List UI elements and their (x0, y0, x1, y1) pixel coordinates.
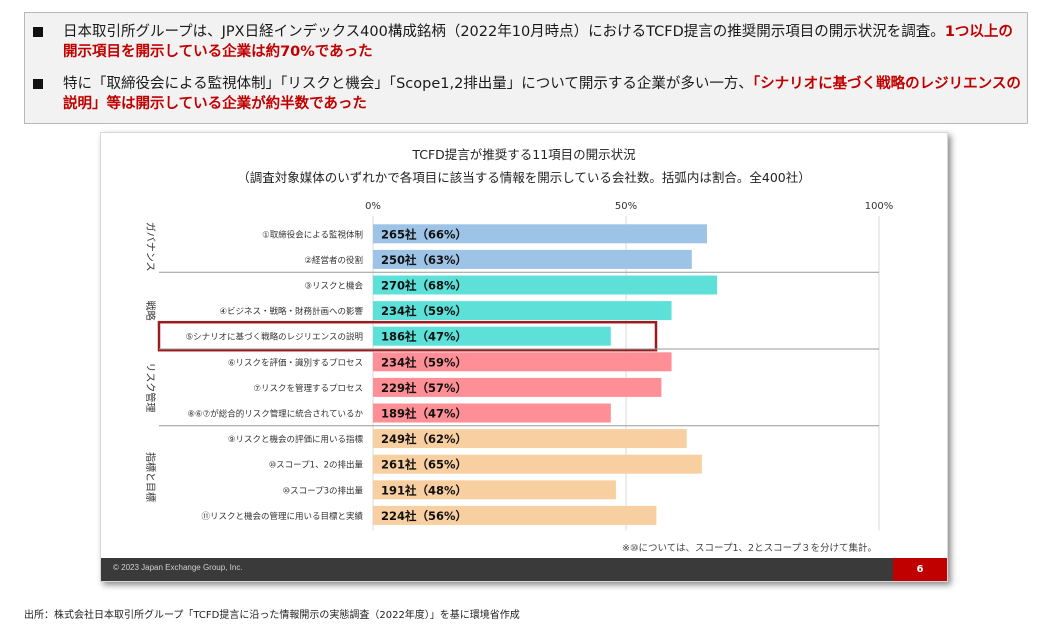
group-label: 戦略 (144, 301, 157, 321)
data-label: 189社（47%） (381, 407, 467, 421)
data-label: 191社（48%） (381, 483, 467, 497)
bar (373, 454, 702, 474)
bar (373, 301, 672, 321)
summary-bullet-2-plain: 特に「取締役会による監視体制」「リスクと機会」「Scope1,2排出量」について… (63, 76, 753, 92)
summary-bullet-1-highlight: 1つ以上の開示項目を開示している企業は約70%であった (63, 24, 1013, 60)
summary-bullet-1-plain: 日本取引所グループは、JPX日経インデックス400構成銘柄（2022年10月時点… (63, 24, 945, 40)
category-label: ①取締役会による監視体制 (262, 229, 363, 240)
source-note: 出所：株式会社日本取引所グループ「TCFD提言に沿った情報開示の実態調査（202… (24, 610, 520, 621)
slide-footer: © 2023 Japan Exchange Group, Inc. 6 (101, 558, 947, 581)
data-label: 270社（68%） (381, 279, 467, 293)
data-label: 249社（62%） (381, 432, 467, 446)
category-label: ⑨リスクと機会の評価に用いる指標 (228, 434, 364, 445)
summary-bullet-1-text: 日本取引所グループは、JPX日経インデックス400構成銘柄（2022年10月時点… (63, 22, 1023, 62)
disclosure-bar-chart: TCFD提言が推奨する11項目の開示状況 （調査対象媒体のいずれかで各項目に該当す… (144, 147, 894, 554)
chart-subtitle: （調査対象媒体のいずれかで各項目に該当する情報を開示している会社数。括弧内は割合… (237, 170, 811, 185)
category-label: ⑩スコープ3の排出量 (282, 485, 363, 496)
summary-box: 日本取引所グループは、JPX日経インデックス400構成銘柄（2022年10月時点… (24, 12, 1028, 124)
square-bullet-icon (33, 27, 43, 37)
data-label: 265社（66%） (381, 227, 467, 241)
data-label: 229社（57%） (381, 381, 467, 395)
summary-bullet-2-text: 特に「取締役会による監視体制」「リスクと機会」「Scope1,2排出量」について… (63, 74, 1023, 114)
category-label: ⑩スコープ1、2の排出量 (269, 460, 364, 471)
data-label: 261社（65%） (381, 458, 467, 472)
summary-bullet-2-highlight: 「シナリオに基づく戦略のレジリエンスの説明」等は開示している企業が約半数であった (63, 76, 1021, 112)
bar (373, 275, 718, 295)
category-label: ③リスクと機会 (304, 281, 363, 292)
data-label: 186社（47%） (381, 330, 467, 344)
highlight-frame (157, 320, 658, 352)
category-label: ⑦リスクを管理するプロセス (253, 383, 363, 394)
x-tick-label: 100% (865, 201, 894, 212)
group-label: ガバナンス (144, 222, 156, 272)
bar (373, 403, 611, 423)
group-label: 指標と目標 (144, 452, 157, 502)
page-number: 6 (893, 558, 947, 581)
bar (373, 352, 672, 372)
square-bullet-icon (33, 79, 43, 89)
copyright-text: © 2023 Japan Exchange Group, Inc. (113, 563, 243, 572)
category-label: ⑧⑥⑦が総合的リスク管理に統合されているか (187, 409, 363, 420)
chart-title: TCFD提言が推奨する11項目の開示状況 (411, 147, 636, 162)
bar (373, 480, 616, 500)
data-label: 234社（59%） (381, 304, 467, 318)
category-label: ⑪リスクと機会の管理に用いる目標と実績 (201, 511, 363, 522)
x-tick-label: 0% (365, 201, 381, 212)
bar (373, 429, 687, 449)
category-label: ⑤シナリオに基づく戦略のレジリエンスの説明 (186, 332, 363, 343)
slide-panel: TCFD提言が推奨する11項目の開示状況 （調査対象媒体のいずれかで各項目に該当す… (100, 132, 948, 582)
bar (373, 249, 692, 269)
bar (373, 505, 657, 525)
x-tick-label: 50% (615, 201, 637, 212)
bar (373, 326, 611, 346)
data-label: 234社（59%） (381, 355, 467, 369)
data-label: 224社（56%） (381, 509, 467, 523)
group-label: リスク管理 (144, 362, 157, 412)
data-label: 250社（63%） (381, 253, 467, 267)
category-label: ⑥リスクを評価・識別するプロセス (228, 357, 363, 368)
bar (373, 224, 707, 244)
category-label: ②経営者の役割 (304, 255, 363, 266)
category-label: ④ビジネス・戦略・財務計画への影響 (219, 306, 363, 317)
chart-footnote: ※⑩については、スコープ1、2とスコープ３を分けて集計。 (622, 542, 877, 554)
bar (373, 377, 662, 397)
